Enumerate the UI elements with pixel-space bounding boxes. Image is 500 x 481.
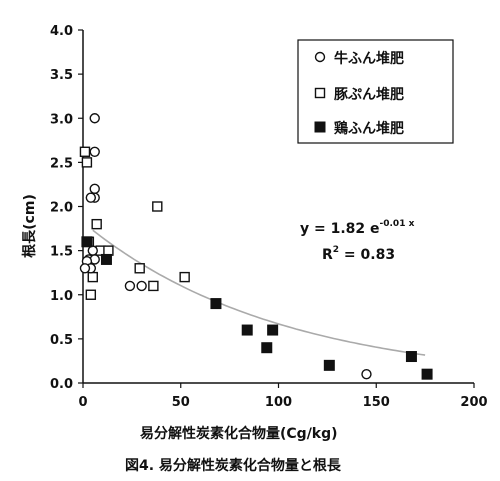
- x-tick-label: 100: [265, 395, 292, 410]
- data-point-open-square: [79, 146, 91, 157]
- legend-marker-filled-square: [314, 121, 326, 133]
- data-point-open-circle: [79, 263, 91, 274]
- x-axis-label: 易分解性炭素化合物量(Cg/kg): [140, 425, 338, 442]
- data-point-open-square: [134, 263, 145, 274]
- y-tick-label: 3.0: [50, 112, 73, 127]
- data-point-open-circle: [124, 280, 136, 292]
- y-tick-label: 0.5: [50, 333, 73, 348]
- exponential-trendline: [92, 229, 426, 356]
- data-point-open-circle: [361, 368, 372, 380]
- data-point-open-square: [152, 201, 163, 212]
- data-point-filled-square: [421, 368, 433, 380]
- y-axis-label: 根長(cm): [21, 194, 38, 258]
- data-point-open-square: [85, 289, 97, 300]
- svg-text:y = 1.82 e-0.01 x: y = 1.82 e-0.01 x: [300, 219, 415, 237]
- data-point-filled-square: [261, 342, 273, 354]
- equation-main: y = 1.82 e: [300, 221, 380, 237]
- data-point-filled-square: [81, 236, 93, 248]
- x-tick-label: 50: [172, 395, 190, 410]
- data-point-filled-square: [267, 324, 279, 336]
- data-point-open-circle: [89, 183, 100, 195]
- data-point-open-square: [179, 271, 190, 283]
- x-axis-ticks: 0 50 100 150 200: [78, 383, 488, 410]
- y-tick-label: 2.5: [50, 156, 73, 171]
- legend-label: 豚ぷん堆肥: [334, 86, 404, 103]
- legend-marker-open-square: [314, 87, 326, 99]
- r-squared-sup: 2: [333, 245, 339, 255]
- data-point-open-square: [91, 218, 102, 230]
- y-tick-label: 4.0: [50, 24, 73, 39]
- legend-label: 牛ふん堆肥: [334, 50, 404, 67]
- data-point-open-circle: [89, 113, 100, 124]
- data-point-filled-square: [210, 298, 222, 310]
- y-tick-label: 2.0: [50, 201, 73, 216]
- y-axis-ticks: 0.0 0.5 1.0 1.5 2.0 2.5 3.0 3.5 4.0: [50, 24, 83, 392]
- legend-label: 鶏ふん堆肥: [334, 120, 404, 137]
- y-tick-label: 3.5: [50, 68, 73, 83]
- data-point-filled-square: [100, 253, 112, 265]
- data-markers: [79, 113, 433, 380]
- figure-caption: 図4. 易分解性炭素化合物量と根長: [125, 457, 342, 474]
- data-point-open-circle: [87, 245, 98, 256]
- legend-marker-open-circle: [314, 51, 326, 63]
- r-squared-value: = 0.83: [339, 247, 395, 263]
- r-squared-label: R: [322, 247, 333, 263]
- data-point-open-circle: [89, 146, 100, 157]
- data-point-filled-square: [241, 324, 253, 336]
- x-tick-label: 200: [460, 395, 487, 410]
- data-point-open-circle: [85, 192, 97, 203]
- y-tick-label: 0.0: [50, 377, 73, 392]
- trendline-equation: y = 1.82 e-0.01 x R2 = 0.83: [300, 219, 415, 263]
- data-point-open-square: [103, 245, 114, 256]
- data-point-open-square: [87, 271, 98, 283]
- data-point-open-circle: [136, 280, 147, 292]
- data-point-filled-square: [323, 359, 335, 371]
- equation-exponent: -0.01 x: [380, 219, 415, 229]
- x-tick-label: 150: [363, 395, 390, 410]
- data-point-open-square: [148, 280, 159, 292]
- y-tick-label: 1.0: [50, 289, 73, 304]
- y-tick-label: 1.5: [50, 245, 73, 260]
- svg-text:R2 = 0.83: R2 = 0.83: [322, 245, 395, 263]
- x-tick-label: 0: [78, 395, 87, 410]
- data-point-open-square: [81, 157, 93, 168]
- data-point-filled-square: [405, 351, 417, 363]
